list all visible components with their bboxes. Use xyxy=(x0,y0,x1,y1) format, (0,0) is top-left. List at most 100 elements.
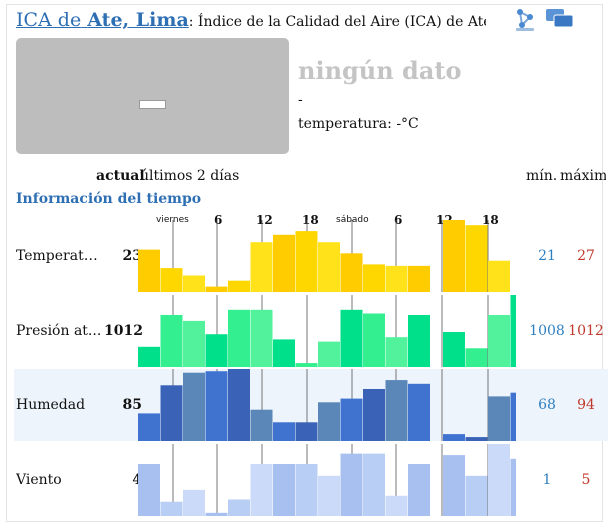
row-min-value: 68 xyxy=(538,397,556,413)
history-bar xyxy=(408,314,430,367)
weather-row: Presión at... 1012 1008 1012 xyxy=(14,295,608,367)
row-min-value: 21 xyxy=(538,248,556,264)
temperature-detail: temperatura: -°C xyxy=(298,116,419,132)
history-bar xyxy=(385,495,408,516)
history-bar xyxy=(318,475,340,516)
history-bar xyxy=(340,253,363,292)
history-bar xyxy=(295,363,318,367)
recent-bar xyxy=(465,348,488,367)
column-current: actual xyxy=(96,168,145,184)
row-max-value: 94 xyxy=(577,397,595,413)
history-bar xyxy=(273,422,295,441)
history-bar xyxy=(228,369,250,441)
aqi-dash xyxy=(139,100,166,109)
history-bar xyxy=(340,309,363,367)
title-rest: : Índice de la Calidad del Aire (ICA) de… xyxy=(188,14,486,30)
weather-row: Viento 4 1 5 xyxy=(14,444,608,516)
recent-bar xyxy=(443,220,465,292)
history-bar xyxy=(408,383,430,441)
history-bar xyxy=(205,286,228,292)
history-bar xyxy=(183,275,205,292)
row-chart[interactable] xyxy=(14,444,608,516)
time-tick: viernes xyxy=(156,215,189,225)
history-bar xyxy=(183,320,205,367)
history-bar xyxy=(160,268,183,292)
row-max-value: 27 xyxy=(577,248,595,264)
row-min-value: 1008 xyxy=(529,323,565,339)
row-min-value: 1 xyxy=(542,472,552,488)
title-city[interactable]: Ate, Lima xyxy=(87,9,189,31)
aqi-badge xyxy=(16,38,289,154)
history-bar xyxy=(160,501,183,516)
history-bar xyxy=(408,463,430,516)
time-tick: 18 xyxy=(482,213,499,227)
history-bar xyxy=(363,453,385,516)
history-bar xyxy=(385,265,408,292)
recent-bar xyxy=(465,437,488,441)
row-chart[interactable] xyxy=(14,369,608,441)
history-bar xyxy=(385,337,408,367)
history-bar xyxy=(408,265,430,292)
row-current-value: 85 xyxy=(122,397,142,413)
row-chart[interactable] xyxy=(14,295,608,367)
history-bar xyxy=(273,339,295,367)
title-link[interactable]: ICA de Ate, Lima xyxy=(16,9,189,31)
recent-bar xyxy=(510,392,516,441)
aqi-detail: - xyxy=(298,92,303,108)
weather-row: Humedad 85 68 94 xyxy=(14,369,608,441)
widget-title: ICA de Ate, Lima: Índice de la Calidad d… xyxy=(16,8,486,34)
row-chart[interactable] xyxy=(14,220,608,292)
row-max-value: 1012 xyxy=(568,323,604,339)
history-bar xyxy=(160,385,183,441)
history-bar xyxy=(295,422,318,441)
history-bar xyxy=(273,463,295,516)
history-bar xyxy=(183,372,205,441)
history-bar xyxy=(228,499,250,516)
history-bar xyxy=(205,512,228,516)
share-icon[interactable] xyxy=(512,8,538,32)
history-bar xyxy=(318,402,340,441)
history-bar xyxy=(318,341,340,367)
recent-bar xyxy=(488,396,510,441)
recent-bar xyxy=(465,475,488,516)
recent-bar xyxy=(443,332,465,367)
history-bar xyxy=(363,313,385,367)
history-bar xyxy=(228,309,250,367)
recent-bar xyxy=(488,444,510,516)
history-bar xyxy=(250,409,273,441)
row-current-value: 1012 xyxy=(104,323,143,339)
recent-bar xyxy=(488,314,510,367)
recent-bar xyxy=(443,434,465,441)
column-history: últimos 2 días xyxy=(140,168,240,184)
history-bar xyxy=(138,249,160,292)
recent-bar xyxy=(443,455,465,516)
section-title: Información del tiempo xyxy=(16,191,202,207)
time-tick: 18 xyxy=(302,213,319,227)
history-bar xyxy=(138,413,160,441)
title-prefix[interactable]: ICA de xyxy=(16,9,82,31)
time-tick: 12 xyxy=(256,213,273,227)
row-current-value: 4 xyxy=(132,472,142,488)
history-bar xyxy=(250,309,273,367)
history-bar xyxy=(273,234,295,292)
history-bar xyxy=(340,398,363,441)
history-bar xyxy=(385,380,408,441)
history-bar xyxy=(250,463,273,516)
chat-bubbles-icon[interactable] xyxy=(545,8,575,30)
recent-bar xyxy=(465,225,488,292)
column-max: máxim xyxy=(560,168,606,184)
history-bar xyxy=(340,453,363,516)
history-bar xyxy=(205,371,228,441)
history-bar xyxy=(363,264,385,292)
row-max-value: 5 xyxy=(581,472,591,488)
history-bar xyxy=(295,231,318,292)
history-bar xyxy=(138,463,160,516)
time-tick: 6 xyxy=(214,213,223,227)
history-bar xyxy=(295,463,318,516)
history-bar xyxy=(250,242,273,292)
weather-row: Temperatu... 23 21 27 xyxy=(14,220,608,292)
column-min: mín. xyxy=(526,168,558,184)
history-bar xyxy=(205,334,228,367)
history-bar xyxy=(363,388,385,441)
history-bar xyxy=(183,489,205,516)
